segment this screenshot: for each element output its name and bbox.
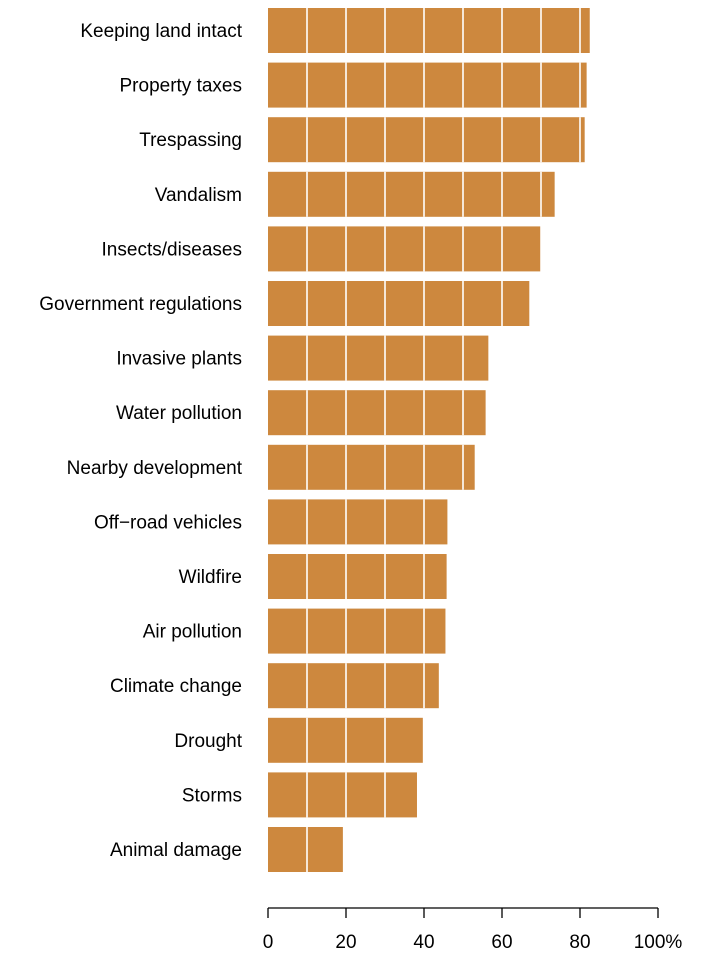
bar-off-road-vehicles: [268, 499, 448, 545]
category-label-climate-change: Climate change: [110, 676, 242, 697]
category-label-trespassing: Trespassing: [139, 130, 242, 151]
category-label-vandalism: Vandalism: [155, 185, 242, 206]
category-label-air-pollution: Air pollution: [143, 622, 242, 643]
bar-insects-diseases: [268, 226, 541, 272]
bar-vandalism: [268, 171, 555, 217]
category-label-off-road-vehicles: Off−road vehicles: [94, 512, 242, 533]
bar-air-pollution: [268, 608, 446, 654]
bar-climate-change: [268, 663, 439, 709]
bar-water-pollution: [268, 390, 486, 436]
bar-wildfire: [268, 554, 447, 599]
bar-storms: [268, 772, 417, 818]
bar-keeping-land-intact: [268, 8, 590, 53]
category-label-insects-diseases: Insects/diseases: [102, 239, 242, 260]
category-label-invasive-plants: Invasive plants: [116, 349, 242, 370]
bar-government-regulations: [268, 281, 530, 326]
category-label-wildfire: Wildfire: [179, 567, 242, 588]
bar-property-taxes: [268, 62, 587, 108]
category-label-water-pollution: Water pollution: [116, 403, 242, 424]
category-label-animal-damage: Animal damage: [110, 840, 242, 861]
category-label-nearby-development: Nearby development: [67, 458, 243, 479]
bars-layer: [268, 8, 590, 872]
bar-invasive-plants: [268, 335, 489, 381]
x-tick-label-80: 80: [569, 932, 590, 953]
x-tick-label-40: 40: [413, 932, 434, 953]
x-tick-label-100: 100%: [634, 932, 683, 953]
category-label-government-regulations: Government regulations: [39, 294, 242, 315]
bar-nearby-development: [268, 444, 475, 490]
category-labels-layer: Keeping land intact Property taxes Trespas…: [39, 21, 242, 861]
category-label-storms: Storms: [182, 785, 242, 806]
x-tick-label-0: 0: [263, 932, 274, 953]
x-tick-label-20: 20: [335, 932, 356, 953]
bar-animal-damage: [268, 827, 343, 872]
x-tick-label-60: 60: [491, 932, 512, 953]
x-axis: 0 20 40 60 80 100%: [263, 907, 683, 953]
gridlines-layer: [306, 8, 581, 872]
category-label-keeping-land-intact: Keeping land intact: [80, 21, 242, 42]
category-label-property-taxes: Property taxes: [120, 76, 243, 97]
bar-trespassing: [268, 117, 585, 163]
category-label-drought: Drought: [174, 731, 242, 752]
